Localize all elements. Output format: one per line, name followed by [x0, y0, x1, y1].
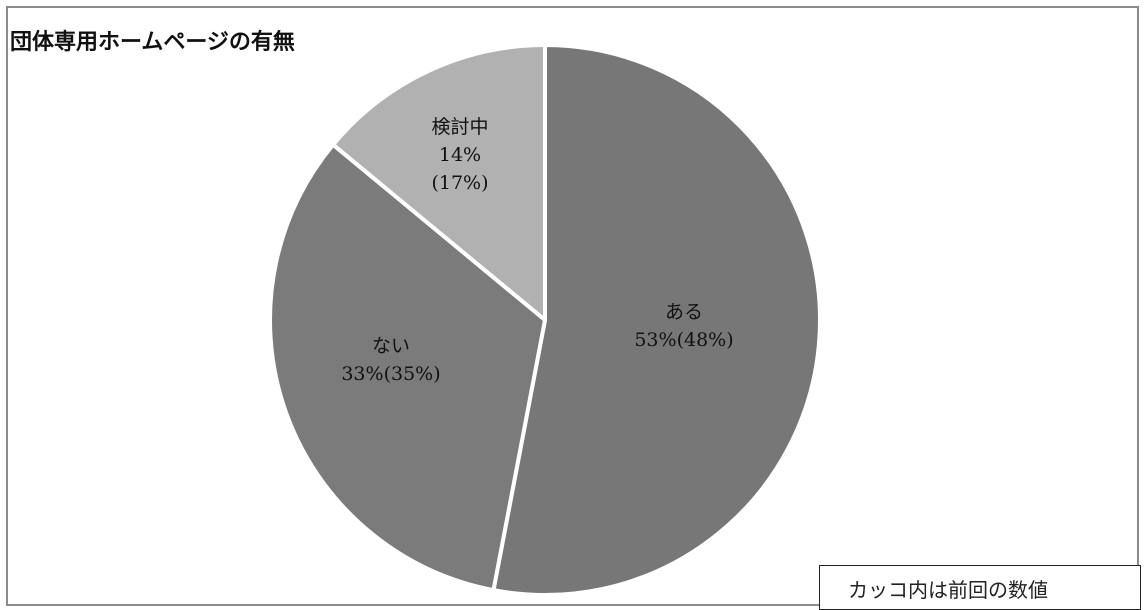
slice-label-line: ある	[665, 301, 703, 323]
slice-label-line: 検討中	[431, 116, 488, 138]
slice-label-line: 14%	[439, 144, 481, 166]
slice-label-line: ない	[372, 335, 410, 357]
pie-slice-1	[268, 142, 547, 593]
slice-label-line: (17%)	[431, 172, 488, 194]
note-box: カッコ内は前回の数値	[819, 565, 1141, 610]
note-text: カッコ内は前回の数値	[848, 578, 1048, 602]
chart-title: 団体専用ホームページの有無	[10, 30, 295, 55]
slice-label-1: ない 33%(35%)	[341, 335, 440, 385]
slice-label-line: 33%(35%)	[341, 363, 440, 385]
slice-label-line: 53%(48%)	[634, 329, 733, 351]
slice-label-2: 検討中 14% (17%)	[431, 116, 488, 194]
pie-slice-0	[491, 43, 822, 596]
pie-chart: ある 53%(48%) ない 33%(35%) 検討中 14% (17%)	[268, 43, 822, 596]
slice-label-0: ある 53%(48%)	[634, 301, 733, 351]
pie-slice-2	[331, 43, 547, 322]
